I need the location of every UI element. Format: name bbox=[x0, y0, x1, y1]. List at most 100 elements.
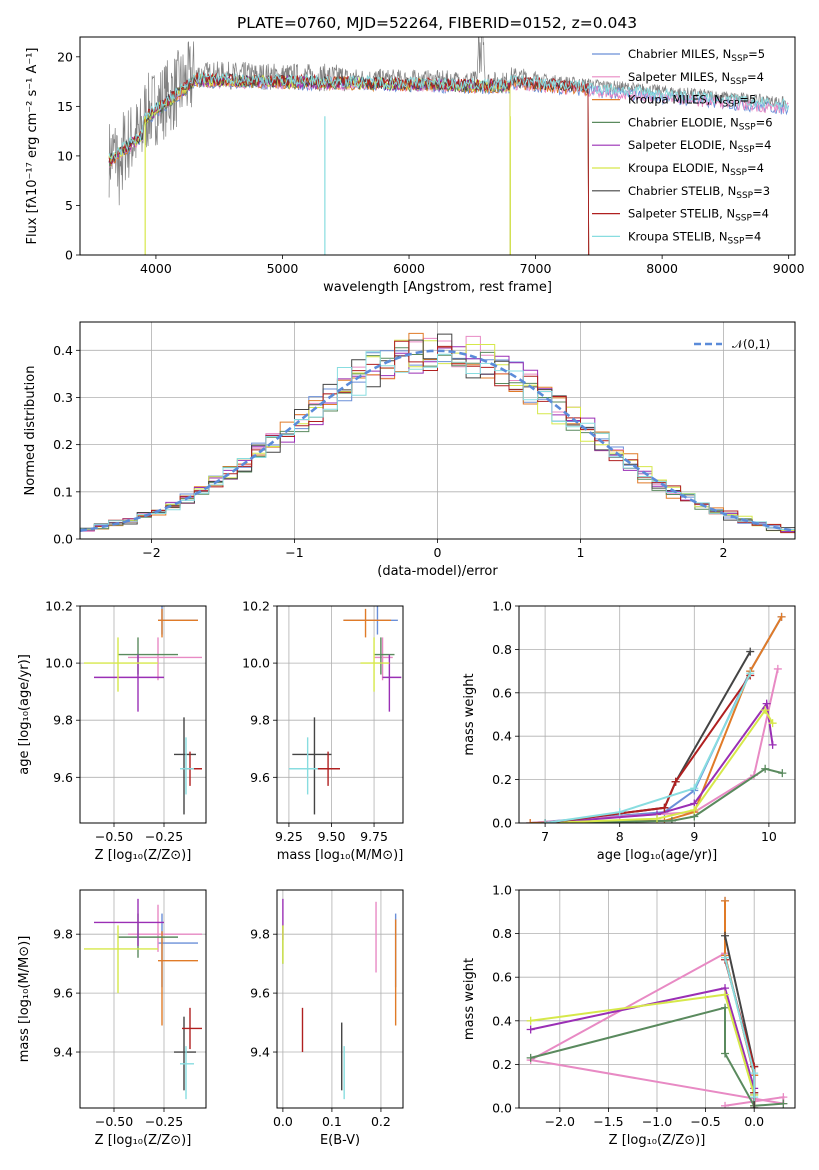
y-tick-label: 0.6 bbox=[492, 685, 512, 700]
age-vs-mass-panel: 9.25 9.50 9.75 9.6 9.8 10.0 10.2 mass [log₁₀(M/… bbox=[242, 599, 404, 863]
x-axis-label: Z [log₁₀(Z/Z⊙)] bbox=[95, 1133, 192, 1148]
weight-line bbox=[530, 616, 783, 823]
y-tick-label: 0.2 bbox=[53, 437, 73, 452]
x-tick-label: 7000 bbox=[520, 261, 552, 276]
weight-marker bbox=[762, 699, 771, 708]
weight-marker bbox=[750, 1093, 759, 1102]
weight-marker bbox=[721, 1003, 730, 1012]
y-axis-label: mass weight bbox=[462, 958, 477, 1040]
weight-marker bbox=[779, 1099, 788, 1108]
weight-marker bbox=[721, 953, 730, 962]
weight-marker bbox=[690, 784, 699, 793]
plot-area bbox=[84, 606, 202, 815]
model-spectrum-line bbox=[108, 72, 590, 255]
weight-marker bbox=[660, 803, 669, 812]
weight-marker bbox=[768, 719, 777, 728]
weight-marker bbox=[667, 816, 676, 823]
x-tick-label: 9.75 bbox=[360, 829, 388, 844]
y-tick-label: 9.8 bbox=[53, 713, 73, 728]
x-axis-label: (data-model)/error bbox=[377, 564, 498, 579]
x-tick-label: 8000 bbox=[646, 261, 678, 276]
weight-marker bbox=[541, 819, 550, 823]
y-tick-label: 0.2 bbox=[492, 1057, 512, 1072]
y-tick-label: 10.2 bbox=[242, 599, 270, 614]
legend-label: Salpeter ELODIE, NSSP=4 bbox=[628, 138, 771, 155]
x-tick-label: 0.0 bbox=[744, 1114, 764, 1129]
y-tick-label: 0.4 bbox=[53, 343, 73, 358]
y-axis-label: Normed distribution bbox=[23, 366, 38, 496]
x-tick-label: 9000 bbox=[773, 261, 805, 276]
x-tick-label: 0.0 bbox=[273, 1114, 293, 1129]
weight-marker bbox=[777, 612, 786, 621]
plot-area bbox=[288, 606, 402, 815]
weight-marker bbox=[746, 647, 755, 656]
legend-label: Kroupa STELIB, NSSP=4 bbox=[628, 229, 761, 246]
weight-marker bbox=[768, 740, 777, 749]
y-tick-label: 0.0 bbox=[53, 532, 73, 547]
y-tick-label: 0.8 bbox=[492, 926, 512, 941]
axes-frame bbox=[79, 889, 207, 1109]
mass-vs-metallicity-panel: −0.50 −0.25 9.4 9.6 9.8 Z [log₁₀(Z/Z⊙)] mass [… bbox=[17, 889, 207, 1148]
axes-frame bbox=[276, 889, 404, 1109]
x-tick-label: 8 bbox=[616, 829, 624, 844]
x-tick-label: 0.1 bbox=[322, 1114, 342, 1129]
weight-vs-age-panel: 7 8 9 10 0.0 0.2 0.4 0.6 0.8 1.0 age [log₁₀(age/yr… bbox=[462, 599, 796, 863]
weight-line bbox=[544, 674, 752, 823]
x-tick-label: −2.0 bbox=[545, 1114, 575, 1129]
x-tick-label: −0.25 bbox=[145, 829, 183, 844]
y-tick-label: 9.8 bbox=[250, 927, 270, 942]
weight-line bbox=[530, 616, 783, 823]
y-tick-label: 10.0 bbox=[242, 656, 270, 671]
y-axis-label: Flux [fλ10⁻¹⁷ erg cm⁻² s⁻¹ A⁻¹] bbox=[25, 48, 40, 245]
y-tick-label: 10.2 bbox=[45, 599, 73, 614]
y-tick-label: 9.6 bbox=[250, 770, 270, 785]
y-tick-label: 9.6 bbox=[250, 986, 270, 1001]
mass-vs-extinction-panel: 0.0 0.1 0.2 9.4 9.6 9.8 E(B-V) bbox=[250, 889, 404, 1148]
weight-marker bbox=[526, 1053, 535, 1062]
y-axis-label: age [log₁₀(age/yr)] bbox=[17, 654, 32, 775]
legend-label: Kroupa ELODIE, NSSP=4 bbox=[628, 161, 764, 178]
y-tick-label: 0.0 bbox=[492, 816, 512, 831]
x-tick-label: 10 bbox=[761, 829, 777, 844]
y-tick-label: 9.8 bbox=[250, 713, 270, 728]
residual-histogram bbox=[80, 351, 795, 530]
x-axis-label: Z [log₁₀(Z/Z⊙)] bbox=[609, 1133, 706, 1148]
y-tick-label: 5 bbox=[65, 198, 73, 213]
weight-line bbox=[544, 672, 752, 823]
y-tick-label: 10.0 bbox=[45, 656, 73, 671]
legend: Chabrier MILES, NSSP=5 Salpeter MILES, NS… bbox=[592, 47, 773, 246]
y-tick-label: 9.4 bbox=[250, 1045, 270, 1060]
legend-label: 𝒩(0,1) bbox=[732, 337, 770, 351]
plot-area bbox=[80, 332, 795, 534]
weight-marker bbox=[721, 931, 730, 940]
x-tick-label: 5000 bbox=[267, 261, 299, 276]
y-tick-label: 0.6 bbox=[492, 970, 512, 985]
y-tick-label: 0.1 bbox=[53, 484, 73, 499]
gaussian-curve bbox=[80, 349, 795, 532]
weight-marker bbox=[526, 1025, 535, 1034]
y-tick-label: 0.4 bbox=[492, 1013, 512, 1028]
weight-marker bbox=[746, 669, 755, 678]
y-axis-label: mass weight bbox=[462, 673, 477, 755]
weight-line bbox=[545, 701, 774, 823]
y-tick-label: 0.4 bbox=[492, 729, 512, 744]
y-tick-label: 9.4 bbox=[53, 1045, 73, 1060]
y-tick-label: 0.3 bbox=[53, 390, 73, 405]
y-tick-label: 9.8 bbox=[53, 927, 73, 942]
observed-spectrum bbox=[108, 37, 787, 206]
x-axis-label: Z [log₁₀(Z/Z⊙)] bbox=[95, 848, 192, 863]
y-tick-label: 0.0 bbox=[492, 1101, 512, 1116]
y-tick-label: 0.2 bbox=[492, 772, 512, 787]
weight-marker bbox=[750, 1069, 759, 1078]
age-vs-metallicity-panel: −0.50 −0.25 9.6 9.8 10.0 10.2 Z [log₁₀(Z/Z⊙)] a… bbox=[17, 599, 207, 863]
weight-line bbox=[545, 708, 774, 823]
y-tick-label: 15 bbox=[57, 99, 73, 114]
weight-marker bbox=[721, 990, 730, 999]
weight-marker bbox=[653, 814, 661, 823]
y-tick-label: 10 bbox=[57, 148, 73, 163]
x-tick-label: 1 bbox=[577, 545, 585, 560]
x-tick-label: 9.25 bbox=[275, 829, 303, 844]
y-tick-label: 20 bbox=[57, 49, 73, 64]
spectrum-panel: 4000 5000 6000 7000 8000 9000 0 5 10 15 20 waveleng… bbox=[25, 36, 805, 295]
